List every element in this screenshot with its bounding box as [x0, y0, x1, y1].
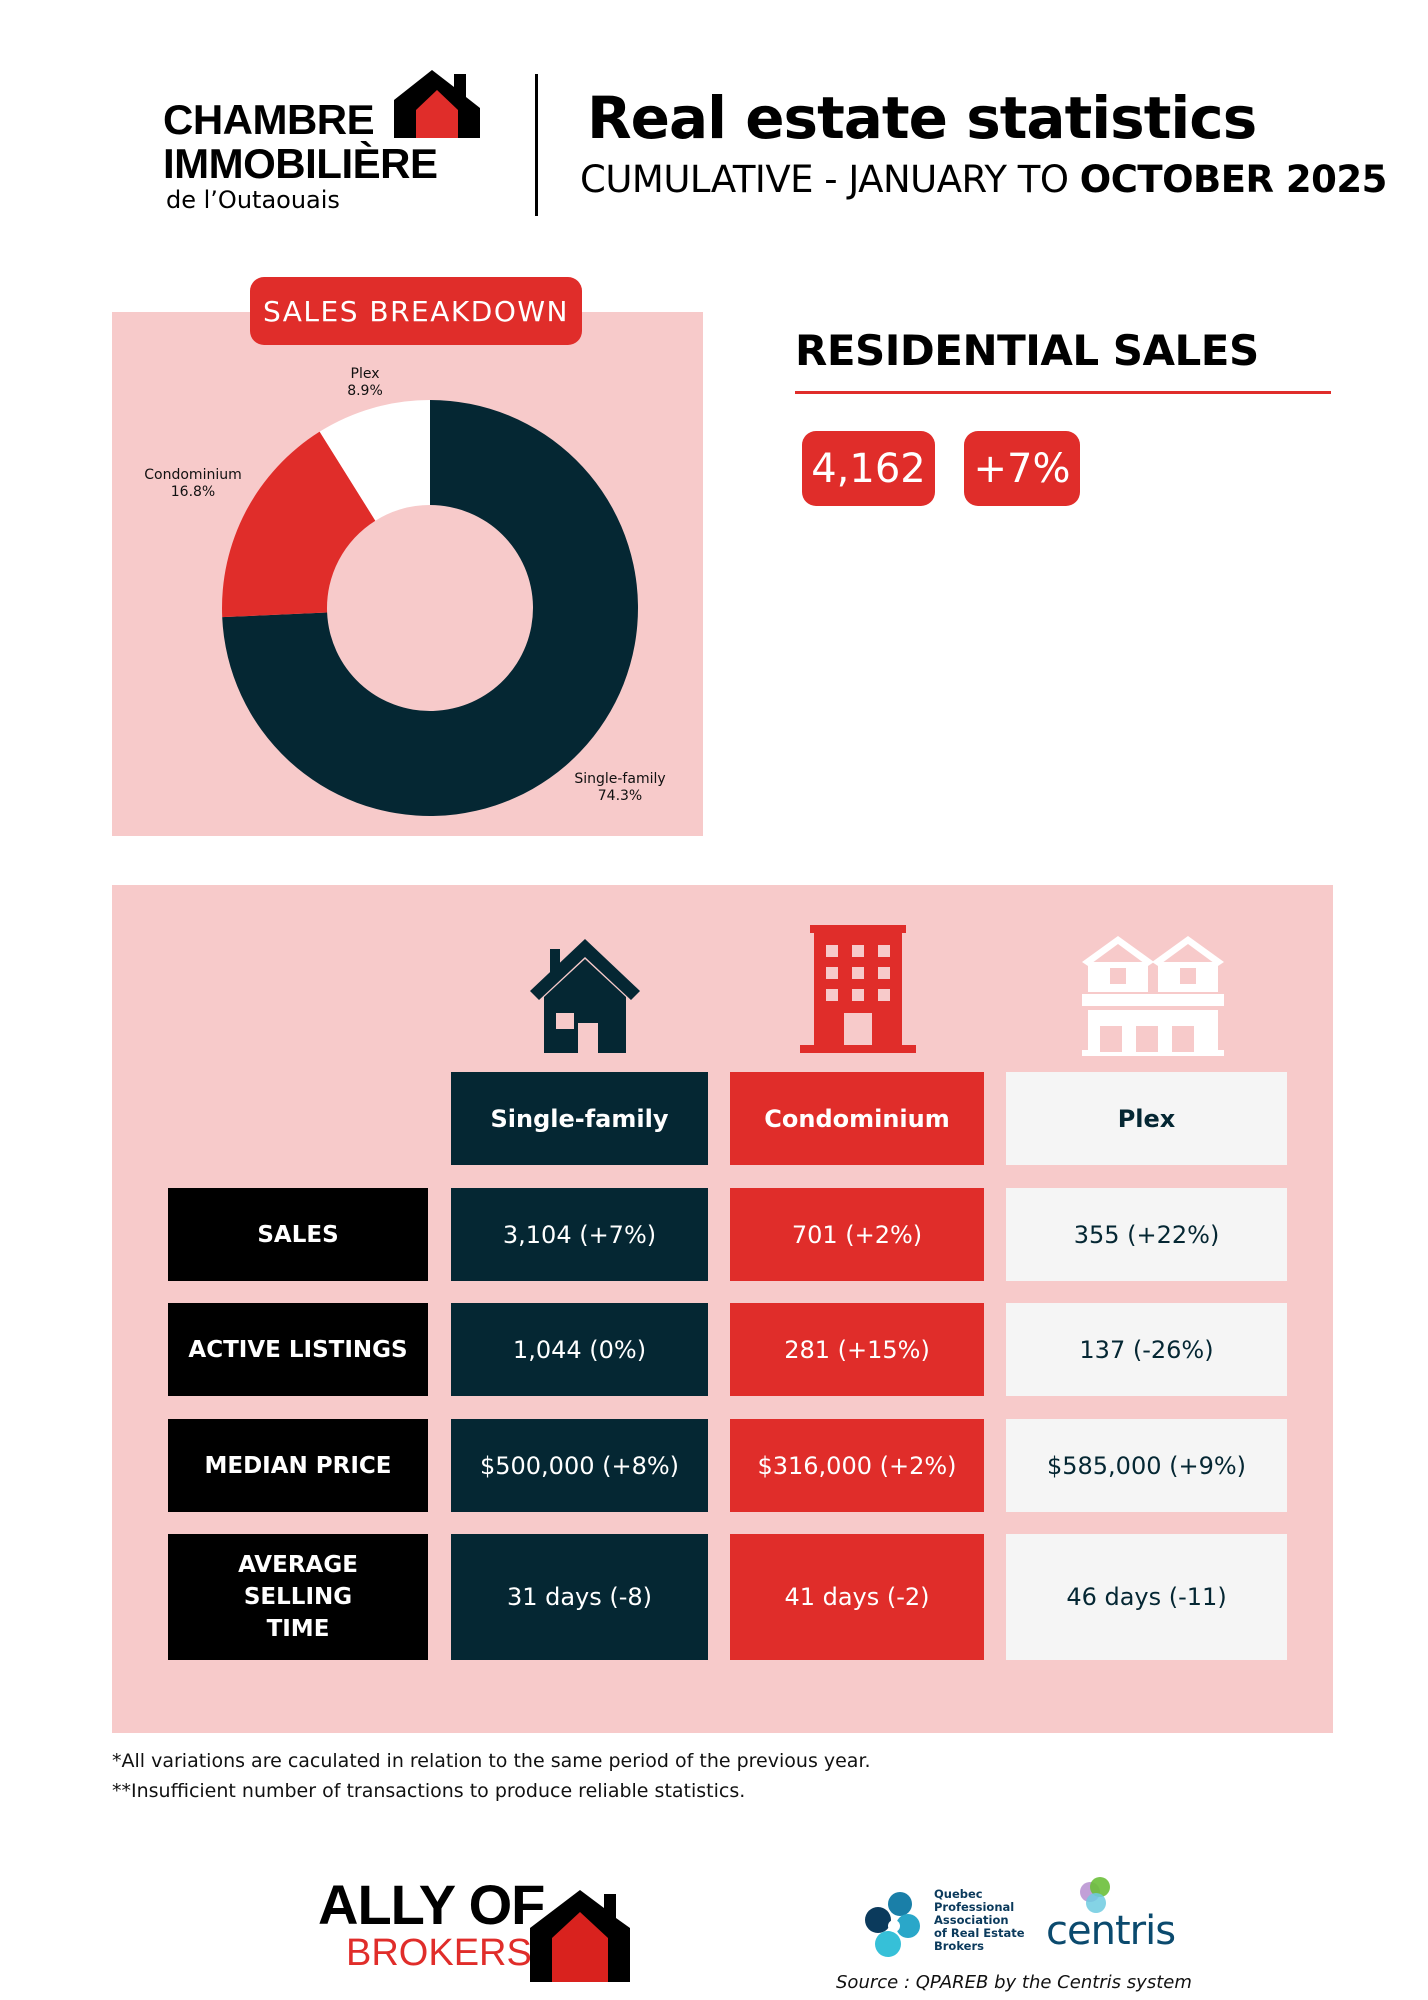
- cell-listings-single-family: 1,044 (0%): [451, 1303, 708, 1396]
- ally-logo-line-1: ALLY OF: [318, 1873, 545, 1936]
- residential-sales-title: RESIDENTIAL SALES: [795, 326, 1259, 375]
- centris-logo: centris: [1046, 1876, 1176, 1956]
- qpareb-logo: Quebec Professional Association of Real …: [860, 1886, 1030, 1966]
- qpareb-text-1: Quebec: [934, 1887, 983, 1901]
- residential-change-badge: +7%: [964, 431, 1080, 506]
- label-single-family-name: Single-family: [574, 771, 666, 787]
- column-header-condominium: Condominium: [730, 1072, 984, 1165]
- ally-logo-line-2: BROKERS: [346, 1932, 532, 1974]
- subtitle-period: CUMULATIVE - JANUARY TO: [580, 158, 1080, 201]
- cell-price-single-family: $500,000 (+8%): [451, 1419, 708, 1512]
- label-single-family-value: 74.3%: [597, 788, 643, 804]
- header-divider: [535, 74, 538, 216]
- logo-line-1: CHAMBRE: [163, 96, 375, 143]
- donut-chart: [222, 400, 639, 816]
- qpareb-text: Quebec Professional Association of Real …: [934, 1888, 1025, 1953]
- label-condominium-name: Condominium: [144, 467, 242, 483]
- ally-of-brokers-logo: ALLY OF BROKERS: [318, 1872, 638, 1982]
- cell-sales-condominium: 701 (+2%): [730, 1188, 984, 1281]
- centris-circles-icon: [1080, 1877, 1110, 1913]
- cell-sales-single-family: 3,104 (+7%): [451, 1188, 708, 1281]
- row-label-median-price: MEDIAN PRICE: [168, 1419, 428, 1512]
- label-plex-value: 8.9%: [347, 383, 383, 399]
- cell-listings-condominium: 281 (+15%): [730, 1303, 984, 1396]
- label-single-family: Single-family 74.3%: [560, 771, 680, 805]
- table-corner-cell: [168, 1072, 428, 1165]
- cell-price-plex: $585,000 (+9%): [1006, 1419, 1287, 1512]
- house-icon: [530, 939, 640, 1053]
- sales-breakdown-title: SALES BREAKDOWN: [250, 277, 582, 345]
- cell-time-plex: 46 days (-11): [1006, 1534, 1287, 1660]
- donut-slice-plex: [319, 400, 430, 521]
- plex-icon: [1082, 936, 1224, 1056]
- ally-house-icon: [530, 1890, 630, 1982]
- column-header-plex: Plex: [1006, 1072, 1287, 1165]
- cell-time-condominium: 41 days (-2): [730, 1534, 984, 1660]
- cell-sales-plex: 355 (+22%): [1006, 1188, 1287, 1281]
- qpareb-text-3: Association: [934, 1913, 1009, 1927]
- column-header-single-family: Single-family: [451, 1072, 708, 1165]
- cell-listings-plex: 137 (-26%): [1006, 1303, 1287, 1396]
- donut-slice-condominium: [222, 431, 376, 618]
- label-plex: Plex 8.9%: [330, 366, 400, 400]
- cell-time-single-family: 31 days (-8): [451, 1534, 708, 1660]
- row-label-sales: SALES: [168, 1188, 428, 1281]
- apartment-building-icon: [800, 925, 916, 1053]
- chambre-logo: CHAMBRE IMMOBILIÈRE de l’Outaouais: [163, 96, 438, 215]
- page-subtitle: CUMULATIVE - JANUARY TO OCTOBER 2025: [580, 158, 1387, 201]
- cell-price-condominium: $316,000 (+2%): [730, 1419, 984, 1512]
- donut-slice-single-family: [222, 400, 639, 816]
- logo-line-2: IMMOBILIÈRE: [163, 140, 438, 187]
- subtitle-month: OCTOBER 2025: [1079, 158, 1388, 201]
- logo-line-3: de l’Outaouais: [166, 186, 340, 214]
- logo-house-icon: [394, 70, 480, 138]
- residential-total-badge: 4,162: [802, 431, 935, 506]
- page-title: Real estate statistics: [587, 84, 1257, 152]
- qpareb-text-2: Professional: [934, 1900, 1015, 1914]
- footnote-insufficient: **Insufficient number of transactions to…: [112, 1780, 746, 1802]
- residential-divider: [795, 391, 1331, 394]
- qpareb-text-5: Brokers: [934, 1939, 984, 1953]
- label-plex-name: Plex: [350, 366, 380, 382]
- qpareb-text-4: of Real Estate: [934, 1926, 1025, 1940]
- footnote-variations: *All variations are caculated in relatio…: [112, 1750, 871, 1772]
- source-text: Source : QPAREB by the Centris system: [836, 1972, 1192, 1993]
- qpareb-emblem-icon: [865, 1892, 920, 1957]
- label-condominium: Condominium 16.8%: [133, 467, 253, 501]
- label-condominium-value: 16.8%: [170, 484, 216, 500]
- centris-wordmark: centris: [1046, 1908, 1176, 1954]
- row-label-average-selling-time: AVERAGE SELLING TIME: [168, 1534, 428, 1660]
- row-label-active-listings: ACTIVE LISTINGS: [168, 1303, 428, 1396]
